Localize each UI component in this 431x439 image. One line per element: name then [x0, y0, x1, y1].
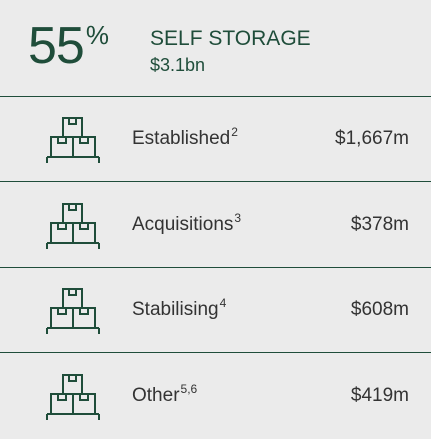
icon [44, 116, 102, 169]
footnote: 3 [234, 210, 242, 225]
row-label: Other5,6 [132, 383, 197, 406]
row: Established2 $1,667m [0, 97, 431, 182]
box-icon [46, 117, 100, 163]
percent-number: 55 [28, 17, 85, 75]
row: Acquisitions3 $378m [0, 183, 431, 268]
segment-title: SELF STORAGE [150, 27, 311, 50]
icon [44, 287, 102, 340]
row-value: $608m [350, 299, 409, 320]
footnote: 4 [219, 296, 227, 310]
row-value: $378m [350, 213, 409, 235]
row-label: Stabilising4 [132, 297, 226, 320]
header: 55% SELF STORAGE $3.1bn [0, 0, 431, 97]
percent-sign: % [85, 20, 109, 50]
row: Other5,6 $419m [0, 354, 431, 439]
footnote: 5,6 [180, 381, 198, 396]
percent: 55% [28, 17, 109, 75]
row-label: Acquisitions3 [132, 212, 241, 235]
footnote: 2 [231, 125, 238, 139]
box-icon [46, 288, 100, 334]
row-value: $419m [350, 384, 409, 406]
icon [44, 202, 102, 255]
row: Stabilising4 $608m [0, 268, 431, 353]
segment-value: $3.1bn [150, 55, 206, 75]
label-text: Other [132, 384, 180, 406]
box-icon [46, 373, 100, 420]
label-text: Acquisitions [132, 213, 234, 235]
label-text: Established [132, 128, 231, 149]
row-label: Established2 [132, 126, 238, 149]
box-icon [46, 202, 100, 249]
row-value: $1,667m [335, 128, 409, 149]
label-text: Stabilising [132, 299, 219, 320]
icon [44, 373, 102, 426]
